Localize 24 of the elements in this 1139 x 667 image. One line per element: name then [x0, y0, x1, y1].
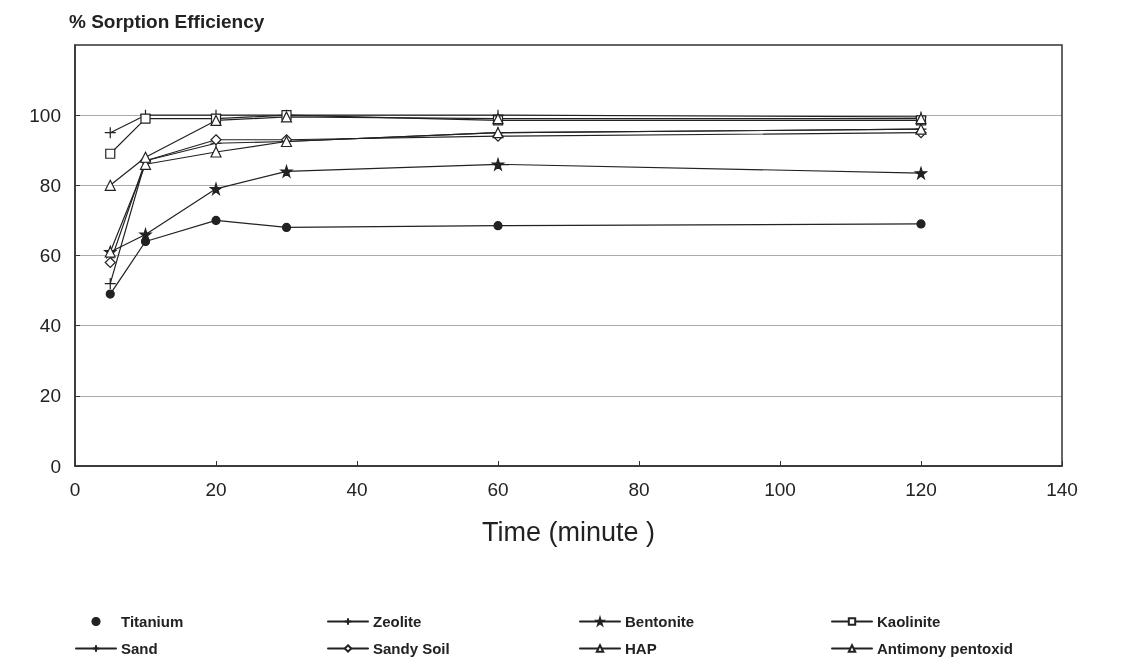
legend-label: Kaolinite: [877, 613, 941, 630]
y-tick-label: 20: [39, 385, 61, 407]
legend-label: Bentonite: [625, 613, 695, 630]
legend-label: Sand: [121, 640, 158, 657]
x-tick-label: 80: [628, 479, 650, 500]
y-tick-label: 80: [39, 174, 61, 196]
legend-label: Antimony pentoxid: [877, 640, 1013, 657]
x-axis-title: Time (minute ): [481, 516, 656, 547]
legend-label: Sandy Soil: [373, 640, 450, 657]
legend-label: Titanium: [121, 613, 184, 630]
x-tick-label: 20: [205, 479, 227, 500]
y-tick-label: 100: [29, 104, 61, 126]
x-tick-label: 140: [1046, 479, 1078, 500]
x-tick-label: 40: [346, 479, 368, 500]
x-tick-label: 0: [69, 479, 81, 500]
legend-label: Zeolite: [373, 613, 422, 630]
y-tick-label: 40: [39, 315, 61, 337]
y-tick-label: 60: [39, 245, 61, 266]
y-axis-title: % Sorption Efficiency: [69, 11, 265, 32]
legend-label: HAP: [625, 640, 657, 657]
x-tick-label: 100: [764, 479, 796, 500]
y-tick-label: 0: [50, 455, 61, 477]
x-tick-label: 120: [905, 479, 937, 500]
x-tick-label: 60: [487, 479, 509, 500]
